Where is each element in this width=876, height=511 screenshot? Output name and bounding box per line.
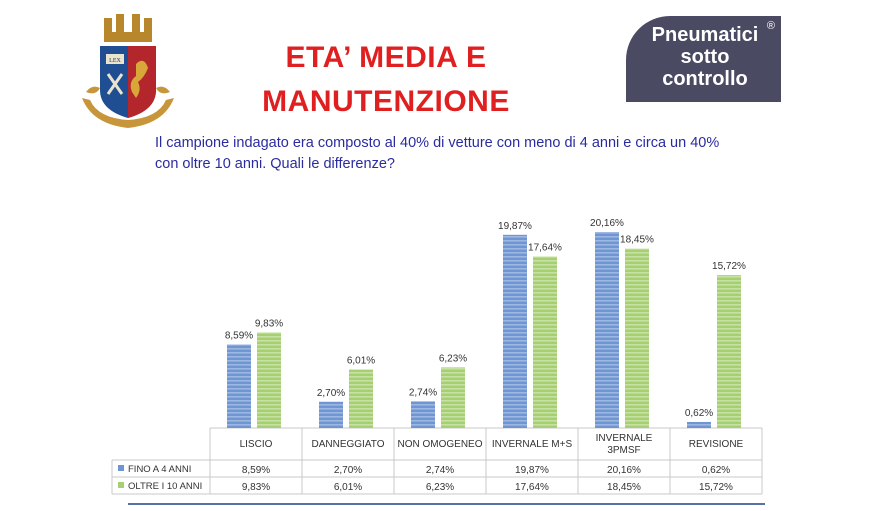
brand-line-3: controllo: [662, 68, 748, 90]
brand-line-1: Pneumatici: [651, 24, 759, 46]
bar-value-label: 2,74%: [409, 387, 437, 398]
category-label: INVERNALE: [596, 433, 653, 444]
bar-fino-a-4-anni: [319, 401, 343, 428]
bar-fino-a-4-anni: [595, 232, 619, 428]
bar-fino-a-4-anni: [687, 421, 711, 428]
table-cell: 17,64%: [515, 482, 549, 493]
bar-value-label: 19,87%: [498, 221, 532, 232]
category-label: 3PMSF: [607, 445, 640, 456]
legend-label: FINO A 4 ANNI: [128, 464, 191, 475]
bar-oltre-10-anni: [441, 367, 465, 428]
category-label: DANNEGGIATO: [312, 439, 385, 450]
page-title: ETA’ MEDIA E MANUTENZIONE: [252, 36, 520, 124]
legend-swatch: [118, 465, 124, 471]
crown-icon: [104, 14, 152, 42]
bar-value-label: 18,45%: [620, 235, 654, 246]
bar-value-label: 2,70%: [317, 388, 345, 399]
bar-value-label: 9,83%: [255, 318, 283, 329]
bottom-rule: [128, 503, 765, 505]
bar-oltre-10-anni: [625, 248, 649, 428]
svg-text:LEX: LEX: [109, 58, 121, 64]
bar-oltre-10-anni: [717, 275, 741, 428]
category-label: NON OMOGENEO: [397, 439, 482, 450]
registered-mark: ®: [766, 20, 775, 32]
subtitle-line-1: Il campione indagato era composto al 40%…: [155, 135, 720, 151]
bar-fino-a-4-anni: [411, 401, 435, 428]
table-cell: 8,59%: [242, 465, 270, 476]
title-line-1: ETA’ MEDIA E: [285, 41, 487, 74]
bar-oltre-10-anni: [257, 332, 281, 428]
category-label: REVISIONE: [689, 439, 744, 450]
table-cell: 19,87%: [515, 465, 549, 476]
bar-fino-a-4-anni: [227, 344, 251, 428]
bar-fino-a-4-anni: [503, 234, 527, 428]
bar-oltre-10-anni: [349, 369, 373, 428]
bar-value-label: 20,16%: [590, 218, 624, 229]
table-cell: 2,74%: [426, 465, 454, 476]
subtitle: Il campione indagato era composto al 40%…: [155, 133, 775, 175]
brand-logo: ® Pneumatici sotto controllo: [626, 16, 781, 102]
brand-text: Pneumatici sotto controllo: [640, 24, 770, 90]
table-cell: 0,62%: [702, 465, 730, 476]
bar-value-label: 17,64%: [528, 243, 562, 254]
subtitle-line-2: con oltre 10 anni. Quali le differenze?: [155, 156, 395, 172]
brand-line-2: sotto: [680, 46, 730, 68]
category-label: INVERNALE M+S: [492, 439, 573, 450]
police-emblem-logo: LEX: [82, 14, 174, 128]
table-cell: 9,83%: [242, 482, 270, 493]
title-line-2: MANUTENZIONE: [262, 85, 510, 118]
bar-value-label: 15,72%: [712, 261, 746, 272]
legend-label: OLTRE I 10 ANNI: [128, 481, 202, 492]
table-cell: 6,01%: [334, 482, 362, 493]
bar-oltre-10-anni: [533, 256, 557, 428]
bar-value-label: 6,01%: [347, 356, 375, 367]
bar-value-label: 8,59%: [225, 330, 253, 341]
bar-value-label: 6,23%: [439, 353, 467, 364]
table-cell: 2,70%: [334, 465, 362, 476]
bar-value-label: 0,62%: [685, 408, 713, 419]
legend-swatch: [118, 482, 124, 488]
table-cell: 20,16%: [607, 465, 641, 476]
category-label: LISCIO: [240, 439, 273, 450]
table-cell: 15,72%: [699, 482, 733, 493]
table-cell: 18,45%: [607, 482, 641, 493]
table-cell: 6,23%: [426, 482, 454, 493]
